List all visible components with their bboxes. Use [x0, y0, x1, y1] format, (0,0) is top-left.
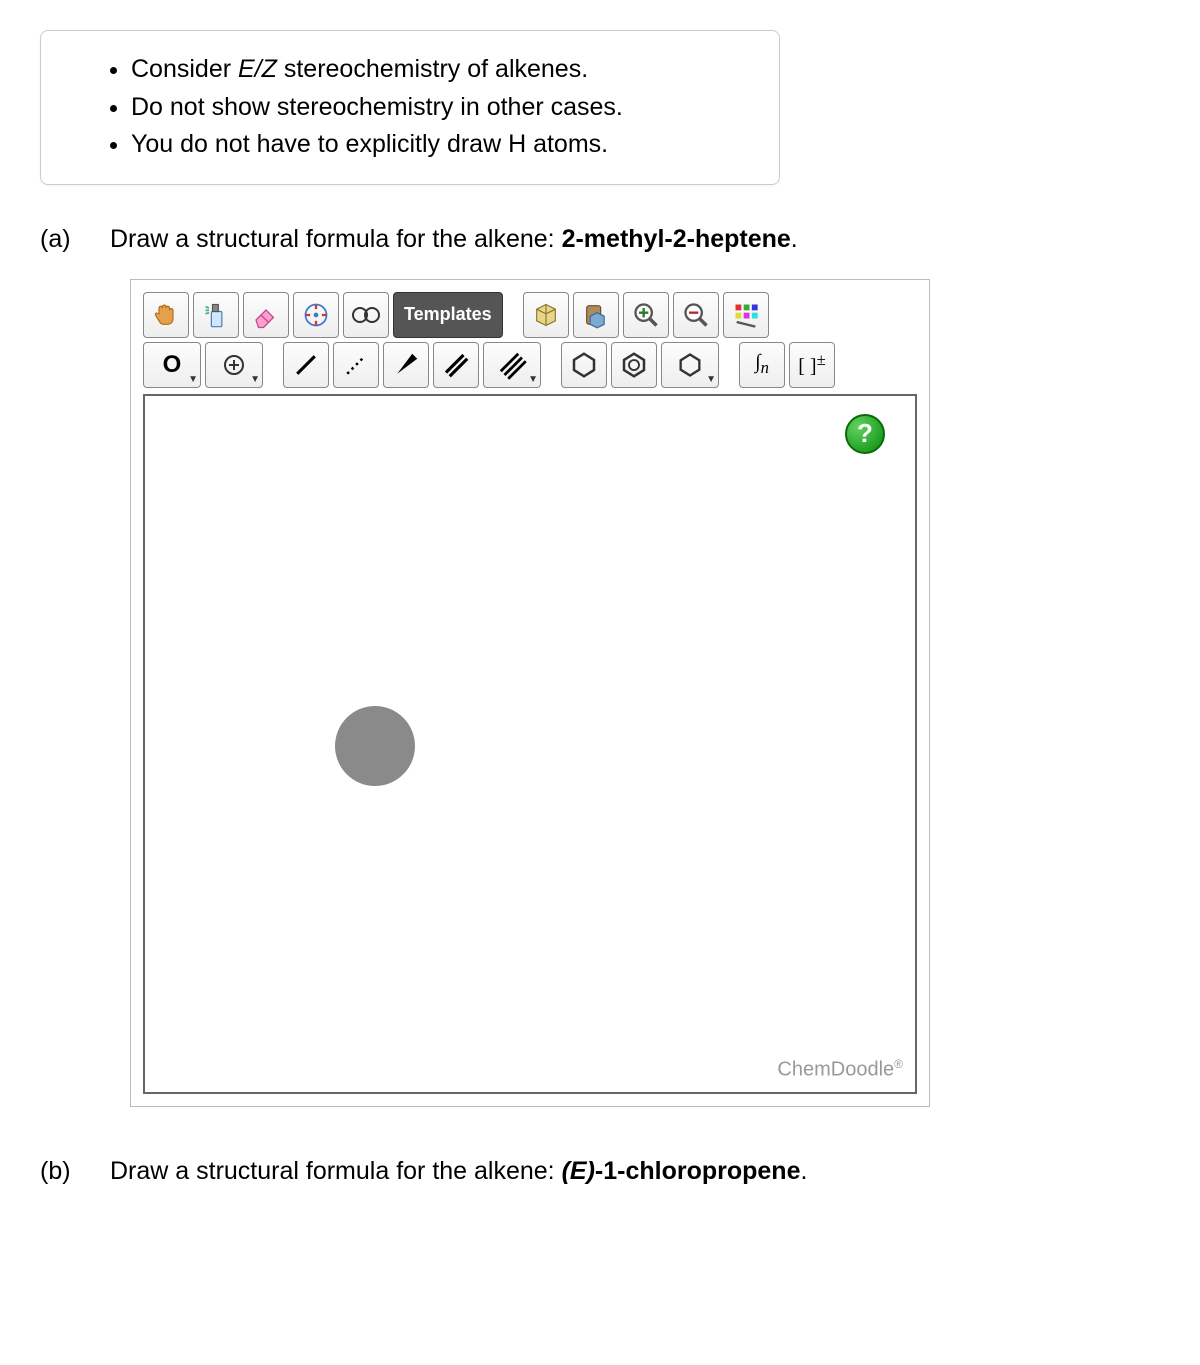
- zoom-out-button[interactable]: [673, 292, 719, 338]
- triple-bond-button[interactable]: ▼: [483, 342, 541, 388]
- instruction-text: stereochemistry of alkenes.: [277, 55, 588, 83]
- add-atom-button[interactable]: ▼: [205, 342, 263, 388]
- question-b-label: (b): [40, 1157, 110, 1186]
- instruction-item: You do not have to explicitly draw H ato…: [131, 126, 749, 164]
- eraser-button[interactable]: [243, 292, 289, 338]
- dropdown-caret-icon: ▼: [528, 374, 538, 385]
- charge-bracket-button[interactable]: [ ]±: [789, 342, 835, 388]
- ring-dropdown-button[interactable]: ▼: [661, 342, 719, 388]
- question-a-text: Draw a structural formula for the alkene…: [110, 225, 1160, 254]
- toolbar-row-1: Templates: [143, 292, 917, 338]
- chem-editor: Templates O▼ ▼: [130, 279, 930, 1107]
- dropdown-caret-icon: ▼: [706, 374, 716, 385]
- paste-3d-button[interactable]: [573, 292, 619, 338]
- wedge-bond-button[interactable]: [383, 342, 429, 388]
- templates-button[interactable]: Templates: [393, 292, 503, 338]
- benzene-button[interactable]: [611, 342, 657, 388]
- integral-n-button[interactable]: ∫n: [739, 342, 785, 388]
- question-b-row: (b) Draw a structural formula for the al…: [40, 1157, 1160, 1186]
- color-palette-button[interactable]: [723, 292, 769, 338]
- help-button[interactable]: ?: [845, 414, 885, 454]
- pan-hand-button[interactable]: [143, 292, 189, 338]
- cyclohexane-button[interactable]: [561, 342, 607, 388]
- zoom-in-button[interactable]: [623, 292, 669, 338]
- chemdoodle-watermark: ChemDoodle®: [777, 1057, 903, 1082]
- compound-name: 2-methyl-2-heptene: [562, 225, 791, 253]
- 3d-cube-button[interactable]: [523, 292, 569, 338]
- instruction-text: Consider: [131, 55, 238, 83]
- single-bond-button[interactable]: [283, 342, 329, 388]
- instructions-panel: Consider E/Z stereochemistry of alkenes.…: [40, 30, 780, 185]
- help-icon: ?: [857, 418, 873, 449]
- question-a-label: (a): [40, 225, 110, 254]
- drawing-canvas[interactable]: ? ChemDoodle®: [143, 394, 917, 1094]
- instruction-item: Do not show stereochemistry in other cas…: [131, 89, 749, 127]
- dropdown-caret-icon: ▼: [188, 374, 198, 385]
- dotted-bond-button[interactable]: [333, 342, 379, 388]
- lasso-link-button[interactable]: [343, 292, 389, 338]
- question-a-row: (a) Draw a structural formula for the al…: [40, 225, 1160, 254]
- spray-clean-button[interactable]: [193, 292, 239, 338]
- toolbar-row-2: O▼ ▼ ▼ ▼: [143, 342, 917, 388]
- double-bond-button[interactable]: [433, 342, 479, 388]
- dropdown-caret-icon: ▼: [250, 374, 260, 385]
- instruction-item: Consider E/Z stereochemistry of alkenes.: [131, 51, 749, 89]
- element-oxygen-button[interactable]: O▼: [143, 342, 201, 388]
- instruction-em: E/Z: [238, 55, 277, 83]
- compound-name: (E)-1-chloropropene: [562, 1157, 801, 1185]
- question-b-text: Draw a structural formula for the alkene…: [110, 1157, 1160, 1186]
- loading-dot-icon: [335, 706, 415, 786]
- center-button[interactable]: [293, 292, 339, 338]
